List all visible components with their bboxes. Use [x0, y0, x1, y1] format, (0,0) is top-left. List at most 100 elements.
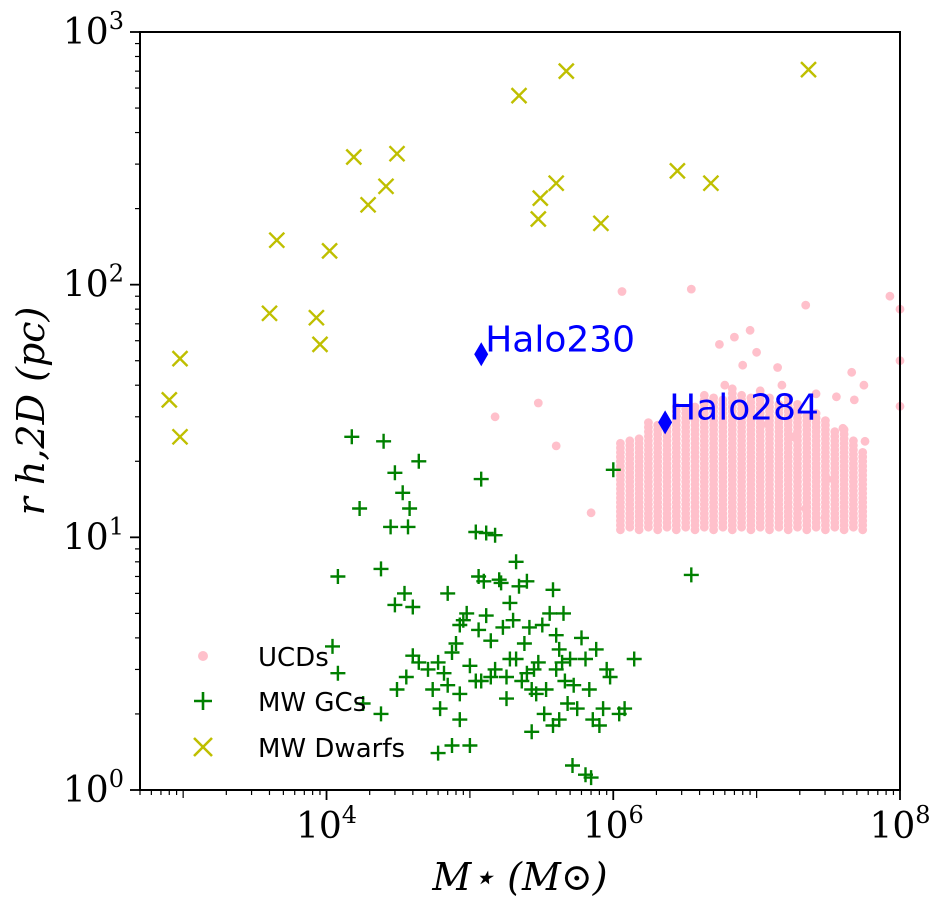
dwarf-point	[321, 242, 338, 260]
gc-point	[605, 462, 621, 478]
ucd-point	[586, 508, 596, 518]
ucd-point	[709, 393, 718, 403]
plot-frame	[139, 31, 901, 791]
gc-point	[398, 669, 414, 685]
ucd-point	[773, 363, 782, 372]
gc-point	[471, 622, 487, 638]
gc-point	[452, 617, 468, 633]
dwarf-point	[800, 61, 817, 78]
ucd-point	[793, 400, 802, 409]
gc-point	[430, 654, 446, 670]
dwarf-point	[510, 87, 528, 104]
gc-point	[538, 682, 554, 697]
y-axis-label: r h,2D (pc)	[9, 307, 53, 516]
ucd-point	[777, 380, 787, 390]
dwarf-point	[669, 162, 686, 180]
dwarf-point	[308, 309, 325, 327]
gc-point	[502, 651, 518, 667]
series-mw-dwarfs	[160, 61, 817, 446]
ucd-point	[686, 284, 696, 294]
x-axis-label: M⋆ (M⊙)	[431, 855, 607, 899]
legend-ucds-marker	[198, 651, 208, 661]
gc-point	[478, 608, 494, 624]
gc-point	[436, 665, 452, 681]
gc-point	[444, 738, 460, 753]
gc-point	[405, 599, 421, 615]
gc-point	[387, 465, 403, 481]
gc-point	[528, 686, 544, 702]
dwarf-point	[547, 174, 565, 192]
legend: UCDs MW GCs MW Dwarfs	[193, 643, 405, 764]
gc-point	[508, 554, 524, 570]
ucd-point	[832, 392, 841, 402]
gc-point	[534, 617, 550, 633]
gc-point	[452, 686, 468, 702]
gc-point	[519, 573, 535, 589]
gc-point	[473, 673, 489, 689]
ucd-point	[730, 332, 739, 342]
ucd-point	[801, 300, 811, 310]
legend-dwarfs-marker	[193, 737, 213, 757]
ucd-point	[763, 420, 773, 429]
gc-point	[430, 745, 446, 761]
gc-point	[591, 718, 607, 733]
dwarf-point	[171, 350, 189, 367]
gc-point	[583, 770, 599, 786]
series-mw-gcs	[325, 429, 699, 786]
gc-point	[545, 582, 561, 598]
legend-gcs-label: MW GCs	[258, 688, 366, 718]
series-ucds	[490, 284, 905, 535]
x-tick-label: 106	[583, 801, 644, 847]
ucd-point	[838, 423, 848, 433]
gc-point	[383, 519, 399, 535]
gc-point	[400, 519, 416, 535]
dwarf-point	[377, 177, 395, 195]
y-tick-label: 103	[63, 7, 124, 53]
ucd-point	[699, 390, 709, 400]
gc-point	[468, 524, 484, 540]
annotation-layer: Halo230 Halo284	[474, 319, 819, 435]
gc-point	[581, 682, 597, 697]
legend-gcs-marker	[194, 692, 212, 710]
gc-point	[502, 595, 518, 611]
ucd-point	[801, 504, 811, 513]
ucd-point	[752, 347, 761, 357]
gc-point	[683, 567, 699, 583]
dwarf-point	[531, 189, 549, 207]
gc-point	[505, 612, 521, 628]
ucd-point	[849, 395, 859, 405]
gc-point	[373, 706, 389, 722]
gc-point	[578, 651, 593, 667]
gc-point	[487, 527, 503, 543]
ucd-point	[644, 418, 653, 427]
ucd-point	[671, 402, 681, 412]
gc-point	[471, 569, 487, 584]
ucd-point	[727, 384, 737, 394]
gc-point	[566, 677, 582, 693]
dwarf-point	[261, 304, 278, 322]
gc-point	[521, 619, 537, 635]
gc-point	[325, 638, 340, 654]
gc-point	[551, 641, 567, 657]
ucd-point	[715, 340, 724, 349]
gc-point	[602, 669, 618, 685]
ucd-point	[738, 360, 748, 370]
annotation-label-halo230: Halo230	[485, 319, 635, 360]
dwarf-point	[160, 391, 178, 409]
gc-point	[432, 701, 448, 717]
gc-point	[397, 585, 412, 601]
gc-point	[551, 712, 567, 728]
ucd-point	[765, 393, 774, 403]
gc-point	[569, 701, 585, 717]
gc-point	[452, 712, 468, 728]
y-tick-label: 101	[63, 512, 124, 558]
gc-point	[495, 619, 511, 635]
gc-point	[626, 651, 642, 667]
dwarf-point	[557, 62, 575, 80]
dwarf-point	[529, 210, 547, 228]
gc-point	[536, 706, 552, 722]
dwarf-point	[592, 214, 610, 232]
gc-point	[499, 691, 514, 707]
gc-point	[389, 682, 405, 697]
gc-point	[440, 585, 456, 601]
